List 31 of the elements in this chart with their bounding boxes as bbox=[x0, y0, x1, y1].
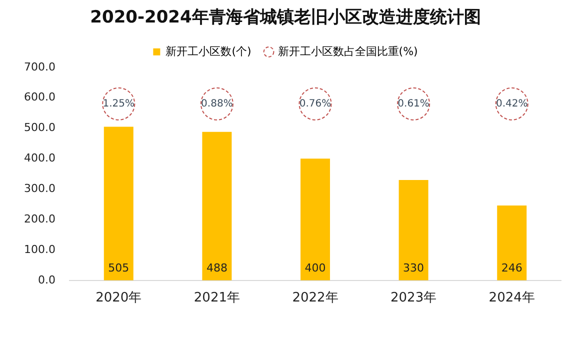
data-label: 488 bbox=[206, 261, 228, 274]
bar bbox=[202, 132, 232, 280]
data-label: 505 bbox=[108, 261, 130, 274]
x-tick-label: 2022年 bbox=[292, 290, 338, 306]
data-label: 330 bbox=[403, 261, 424, 274]
annotation: 1.25% bbox=[102, 98, 135, 110]
y-tick-label: 0.0 bbox=[38, 273, 56, 286]
y-tick-label: 200.0 bbox=[24, 212, 56, 226]
bar bbox=[300, 158, 330, 280]
data-label: 400 bbox=[304, 261, 326, 274]
data-label: 246 bbox=[501, 261, 522, 274]
annotation: 0.88% bbox=[201, 98, 233, 110]
annotation: 0.42% bbox=[496, 98, 528, 110]
y-tick-label: 700.0 bbox=[24, 60, 56, 74]
bar bbox=[497, 206, 527, 280]
x-tick-label: 2020年 bbox=[96, 290, 142, 306]
bar bbox=[398, 180, 428, 280]
x-tick-label: 2023年 bbox=[390, 290, 437, 306]
x-tick-label: 2021年 bbox=[194, 290, 240, 306]
x-tick-label: 2024年 bbox=[488, 290, 535, 306]
legend-label: 新开工小区数占全国比重(%) bbox=[278, 44, 418, 58]
legend-label: 新开工小区数(个) bbox=[166, 44, 252, 58]
annotation: 0.61% bbox=[398, 98, 430, 110]
y-tick-label: 100.0 bbox=[24, 242, 56, 256]
y-tick-label: 600.0 bbox=[24, 90, 56, 104]
y-tick-label: 400.0 bbox=[24, 152, 56, 165]
chart-title: 2020-2024年青海省城镇老旧小区改造进度统计图 bbox=[90, 8, 481, 28]
y-tick-label: 500.0 bbox=[24, 121, 56, 134]
y-tick-label: 300.0 bbox=[24, 182, 56, 195]
bar bbox=[104, 126, 134, 280]
annotation: 0.76% bbox=[299, 98, 332, 110]
